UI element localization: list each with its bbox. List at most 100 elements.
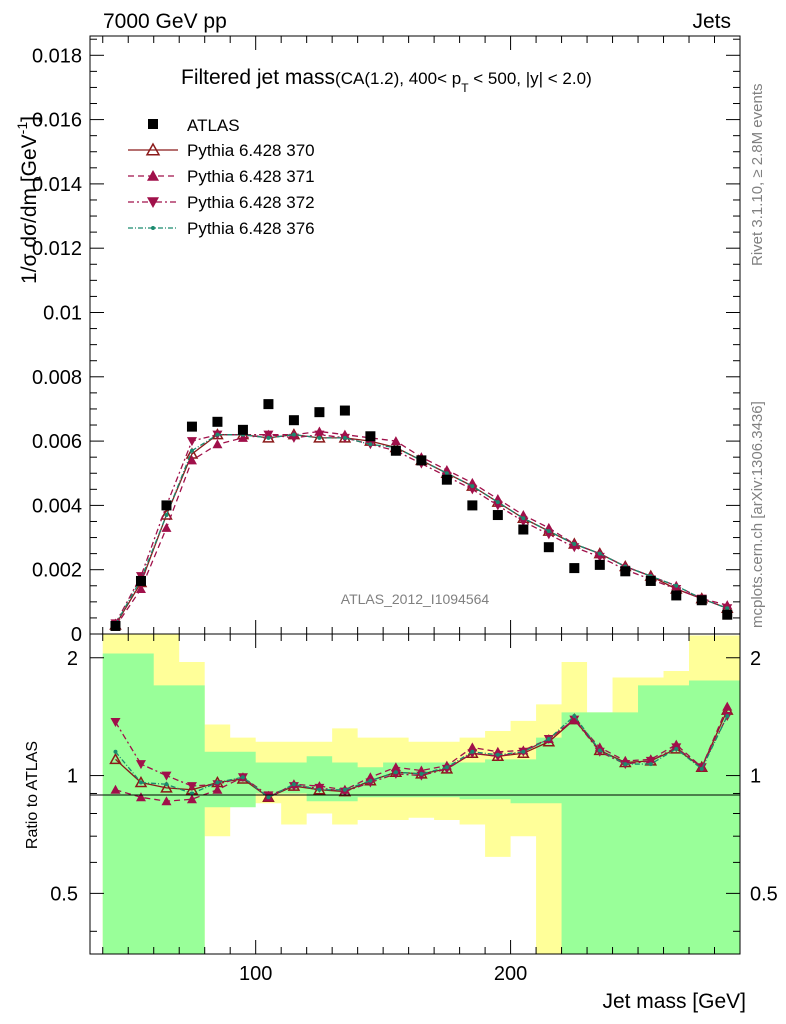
series-3-point [597,551,602,556]
series-3-point [674,583,679,588]
ratio-2-point [110,718,121,728]
ratio-y-axis-label: Ratio to ATLAS [24,741,41,849]
y-tick-label: 0 [71,624,82,646]
ratio-3-point [546,737,551,742]
axis-tick-labels: 100 200 0 0.002 0.004 0.006 0.008 0.01 0.012 0.01… [32,45,778,985]
series-2-point [492,501,503,511]
ratio-3-point [699,766,704,771]
title-sub-subscript: T [461,81,469,95]
series-3-point [572,541,577,546]
series-1-point [186,455,197,465]
ratio-3-point [291,782,296,787]
series-3-point [189,448,194,453]
ratio-3-point [674,746,679,751]
series-1-point [390,436,401,446]
y-tick-label: 0.006 [32,431,82,453]
ratio-3-point [623,762,628,767]
legend-atlas-marker [148,119,158,129]
series-3-point [317,435,322,440]
series-2-point [263,430,274,440]
mcplots-label: mcplots.cern.ch [arXiv:1306.3436] [749,401,766,628]
x-axis-label: Jet mass [GeV] [602,990,746,1013]
ratio-3-point [521,749,526,754]
series-2-point [186,437,197,447]
ratio-3-point [419,771,424,776]
legend-marker-2 [147,197,159,208]
ratio-2-point [441,764,452,774]
main-series [109,399,734,631]
ratio-3-point [317,787,322,792]
ratio-2-point [569,715,580,725]
ratio-y-tick-label-left: 1 [67,766,78,788]
ratio-3-point [470,749,475,754]
y-tick-label: 0.01 [43,302,82,324]
atlas-point [365,431,376,442]
atlas-point [135,575,146,586]
ratio-y-tick-label-left: 2 [67,648,78,670]
atlas-point [722,609,733,620]
legend-atlas-label: ATLAS [187,116,240,135]
atlas-point [212,416,223,427]
ratio-3-point [240,775,245,780]
series-3-point [164,513,169,518]
ratio-3-point [393,770,398,775]
atlas-point [416,455,427,466]
ratio-2-point [339,787,350,797]
ratio-2-point [365,778,376,788]
green-band [102,653,740,954]
ratio-y-tick-label-right: 2 [750,648,761,670]
series-2-point [288,433,299,443]
ratio-1-point [186,794,197,804]
ratio-3-point [266,795,271,800]
atlas-point [671,590,682,601]
axis-ticks [90,36,741,954]
series-2-point [569,543,580,553]
ratio-3-point [189,791,194,796]
ratio-2-point [390,769,401,779]
atlas-point [569,563,580,574]
rivet-label: Rivet 3.1.10, ≥ 2.8M events [749,84,766,267]
watermark: ATLAS_2012_I1094564 [341,591,490,607]
ratio-0-point [109,752,122,765]
title-sub: (CA(1.2), 400< p [335,69,461,88]
series-3-point [342,435,347,440]
atlas-point [645,575,656,586]
ratio-2-point [288,782,299,792]
atlas-point [339,405,350,416]
atlas-point [620,566,631,577]
y-tick-label: 0.012 [32,238,82,260]
ratio-1-point [110,784,121,794]
ratio-series [109,701,734,806]
ratio-2-point [161,771,172,781]
x-tick-label: 100 [239,963,272,985]
y-axis-label: 1/σ dσ/dm [GeV-1] [14,116,41,284]
ratio-3-point [495,752,500,757]
y-tick-label: 0.002 [32,560,82,582]
series-3-point [444,471,449,476]
legend-label-0: Pythia 6.428 370 [187,141,315,160]
atlas-point [492,510,503,521]
ratio-0-point [134,775,148,788]
ratio-3-point [113,749,118,754]
ratio-y-tick-label-right: 1 [750,766,761,788]
ratio-y-tick-label-left: 0.5 [50,883,78,905]
y-tick-label: 0.008 [32,367,82,389]
ratio-1-point [390,762,401,772]
legend-marker-1 [147,170,159,181]
legend-label-3: Pythia 6.428 376 [187,219,315,238]
atlas-point [518,524,529,535]
atlas-point [288,415,299,426]
atlas-point [696,595,707,606]
series-3-point [215,432,220,437]
series-3-point [546,529,551,534]
series-3-point [470,484,475,489]
ratio-2-point [645,756,656,766]
ratio-1-point [722,701,733,711]
y-tick-label: 0.014 [32,174,82,196]
atlas-point [594,559,605,570]
ratio-1-point [161,796,172,806]
atlas-point [161,500,172,511]
title-sub-end: < 500, |y| < 2.0) [469,69,592,88]
atlas-point [543,542,554,553]
